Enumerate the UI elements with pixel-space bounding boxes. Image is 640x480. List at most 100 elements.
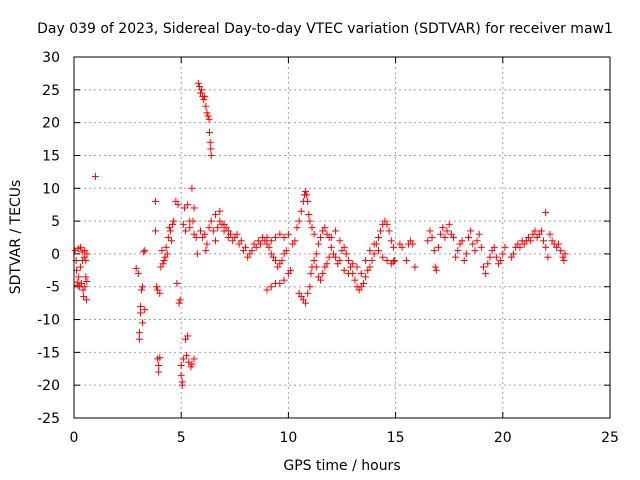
data-point: [473, 237, 481, 245]
data-point: [327, 234, 335, 241]
data-point: [151, 197, 159, 205]
data-point: [295, 217, 303, 225]
data-point: [437, 230, 445, 238]
data-point: [477, 243, 485, 251]
data-point: [206, 138, 214, 146]
data-point: [83, 277, 91, 285]
x-tick-label: 15: [387, 430, 405, 446]
data-point: [542, 209, 550, 217]
data-point: [136, 302, 144, 310]
data-point: [267, 237, 275, 245]
data-point: [81, 283, 89, 291]
data-point: [188, 184, 196, 192]
data-point: [190, 355, 198, 363]
data-point: [179, 355, 187, 363]
data-point: [207, 151, 215, 159]
data-point: [452, 253, 460, 261]
data-point: [555, 240, 563, 248]
data-point: [297, 207, 305, 215]
data-point: [482, 270, 490, 278]
y-tick-label: -25: [37, 411, 60, 427]
data-point: [212, 211, 220, 219]
data-point: [462, 250, 470, 258]
data-point: [377, 227, 385, 235]
data-point: [156, 354, 164, 362]
data-point: [284, 230, 292, 238]
data-point: [205, 115, 213, 123]
data-point: [168, 237, 176, 245]
data-point: [430, 247, 438, 255]
data-point: [443, 227, 451, 235]
ticks: 0 5 10 15 20 25 -25 -20 -15 -10 -5 0 5 10 15 20 25 30: [37, 50, 619, 446]
data-point: [475, 230, 483, 238]
data-point: [180, 204, 188, 212]
y-tick-label: -20: [37, 378, 60, 394]
data-point: [426, 227, 434, 235]
data-point: [216, 207, 224, 215]
data-point: [387, 237, 395, 245]
data-point: [499, 250, 507, 258]
data-point: [165, 224, 173, 232]
x-tick-label: 20: [494, 430, 512, 446]
data-point: [310, 256, 318, 264]
data-point: [181, 227, 189, 235]
data-point: [214, 224, 222, 232]
data-point: [306, 283, 314, 291]
data-point: [357, 270, 365, 278]
data-point: [304, 197, 312, 205]
data-point: [351, 276, 359, 284]
plot-frame: [73, 56, 611, 419]
data-point: [156, 289, 164, 297]
data-point: [188, 360, 196, 368]
data-point: [163, 250, 171, 258]
data-point: [527, 237, 535, 245]
data-point: [190, 204, 198, 212]
data-point: [207, 217, 215, 225]
data-point: [480, 263, 488, 271]
data-point: [540, 237, 548, 245]
data-point: [325, 253, 333, 261]
data-point: [486, 253, 494, 261]
data-point: [310, 230, 318, 238]
data-point: [184, 201, 192, 209]
data-point: [139, 319, 147, 327]
data-point: [233, 230, 241, 238]
data-point: [441, 234, 449, 241]
data-point: [411, 263, 419, 271]
data-point: [319, 270, 327, 278]
data-point: [135, 335, 143, 343]
data-point: [82, 296, 90, 304]
data-point: [359, 279, 367, 287]
data-point: [560, 256, 568, 264]
data-point: [162, 243, 170, 251]
data-point: [317, 234, 325, 241]
data-point: [317, 276, 325, 284]
data-point: [304, 289, 312, 297]
data-point: [186, 224, 194, 232]
data-point: [138, 286, 146, 294]
data-point: [302, 188, 310, 196]
data-point: [276, 279, 284, 287]
data-point: [544, 253, 552, 261]
data-point: [349, 260, 357, 268]
data-point: [79, 286, 87, 294]
data-point: [257, 240, 265, 248]
data-point: [177, 361, 185, 369]
data-point: [312, 250, 320, 258]
data-point: [327, 243, 335, 251]
data-point: [194, 79, 202, 87]
y-tick-label: 20: [42, 116, 60, 132]
data-point: [432, 266, 440, 274]
data-point: [389, 258, 397, 266]
data-point: [332, 253, 340, 261]
data-point: [158, 247, 166, 255]
data-point: [445, 220, 453, 228]
y-tick-label: -15: [37, 345, 60, 361]
data-point: [291, 237, 299, 245]
data-point: [83, 250, 91, 258]
data-point: [282, 247, 290, 255]
data-point: [209, 227, 217, 235]
y-tick-label: 15: [42, 148, 60, 164]
y-tick-label: 10: [42, 181, 60, 197]
